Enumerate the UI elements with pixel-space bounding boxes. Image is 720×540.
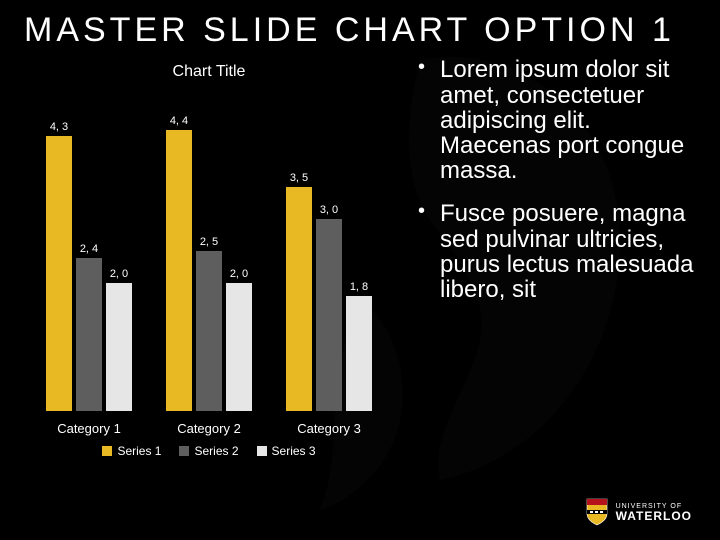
category-group: 4, 4 2, 5 2, 0 xyxy=(154,115,264,412)
bullet-item: Fusce posuere, magna sed pulvinar ultric… xyxy=(418,201,696,302)
chart-legend: Series 1 Series 2 Series 3 xyxy=(102,444,315,458)
text-area: Lorem ipsum dolor sit amet, consectetuer… xyxy=(418,57,696,540)
crest-icon xyxy=(586,498,608,526)
bar-wrap: 2, 5 xyxy=(196,236,222,411)
legend-swatch xyxy=(257,446,267,456)
bar-value-label: 3, 0 xyxy=(320,204,338,216)
university-logo: UNIVERSITY OF WATERLOO xyxy=(586,498,692,526)
bar-value-label: 4, 4 xyxy=(170,115,188,127)
bar-value-label: 2, 4 xyxy=(80,243,98,255)
logo-line2: WATERLOO xyxy=(616,510,692,522)
legend-item: Series 2 xyxy=(179,444,238,458)
bar-value-label: 2, 0 xyxy=(110,268,128,280)
legend-label: Series 3 xyxy=(272,444,316,458)
bar xyxy=(166,130,192,412)
bar-wrap: 3, 5 xyxy=(286,172,312,411)
bar xyxy=(196,251,222,411)
x-axis-label: Category 2 xyxy=(154,421,264,436)
bar-wrap: 4, 4 xyxy=(166,115,192,412)
legend-item: Series 1 xyxy=(102,444,161,458)
x-axis-label: Category 1 xyxy=(34,421,144,436)
bar xyxy=(76,258,102,412)
bar-wrap: 2, 0 xyxy=(106,268,132,411)
bar-value-label: 2, 0 xyxy=(230,268,248,280)
bar xyxy=(106,283,132,411)
chart-plot: 4, 3 2, 4 2, 0 4, 4 2, 5 2, 0 3, 5 3, 0 1, 8 xyxy=(29,91,389,411)
bar xyxy=(316,219,342,411)
slide-root: MASTER SLIDE CHART OPTION 1 Chart Title … xyxy=(0,0,720,540)
bar-value-label: 3, 5 xyxy=(290,172,308,184)
bar xyxy=(226,283,252,411)
bar xyxy=(286,187,312,411)
bar-value-label: 4, 3 xyxy=(50,121,68,133)
bar-value-label: 2, 5 xyxy=(200,236,218,248)
legend-swatch xyxy=(102,446,112,456)
bar-wrap: 2, 0 xyxy=(226,268,252,411)
bar-wrap: 2, 4 xyxy=(76,243,102,412)
bar xyxy=(346,296,372,411)
x-axis-label: Category 3 xyxy=(274,421,384,436)
content-row: Chart Title 4, 3 2, 4 2, 0 4, 4 2, 5 2, 0 3, 5… xyxy=(24,57,696,540)
bar-value-label: 1, 8 xyxy=(350,281,368,293)
legend-label: Series 2 xyxy=(194,444,238,458)
legend-swatch xyxy=(179,446,189,456)
legend-label: Series 1 xyxy=(117,444,161,458)
legend-item: Series 3 xyxy=(257,444,316,458)
logo-text: UNIVERSITY OF WATERLOO xyxy=(616,503,692,522)
chart-x-axis: Category 1 Category 2 Category 3 xyxy=(29,421,389,436)
category-group: 4, 3 2, 4 2, 0 xyxy=(34,121,144,411)
slide-title: MASTER SLIDE CHART OPTION 1 xyxy=(24,12,696,49)
chart-title: Chart Title xyxy=(173,63,246,81)
bar-wrap: 4, 3 xyxy=(46,121,72,411)
bar xyxy=(46,136,72,411)
bullet-item: Lorem ipsum dolor sit amet, consectetuer… xyxy=(418,57,696,183)
chart-area: Chart Title 4, 3 2, 4 2, 0 4, 4 2, 5 2, 0 3, 5… xyxy=(24,57,394,540)
category-group: 3, 5 3, 0 1, 8 xyxy=(274,172,384,411)
bar-wrap: 1, 8 xyxy=(346,281,372,411)
bullet-list: Lorem ipsum dolor sit amet, consectetuer… xyxy=(418,57,696,302)
bar-wrap: 3, 0 xyxy=(316,204,342,411)
